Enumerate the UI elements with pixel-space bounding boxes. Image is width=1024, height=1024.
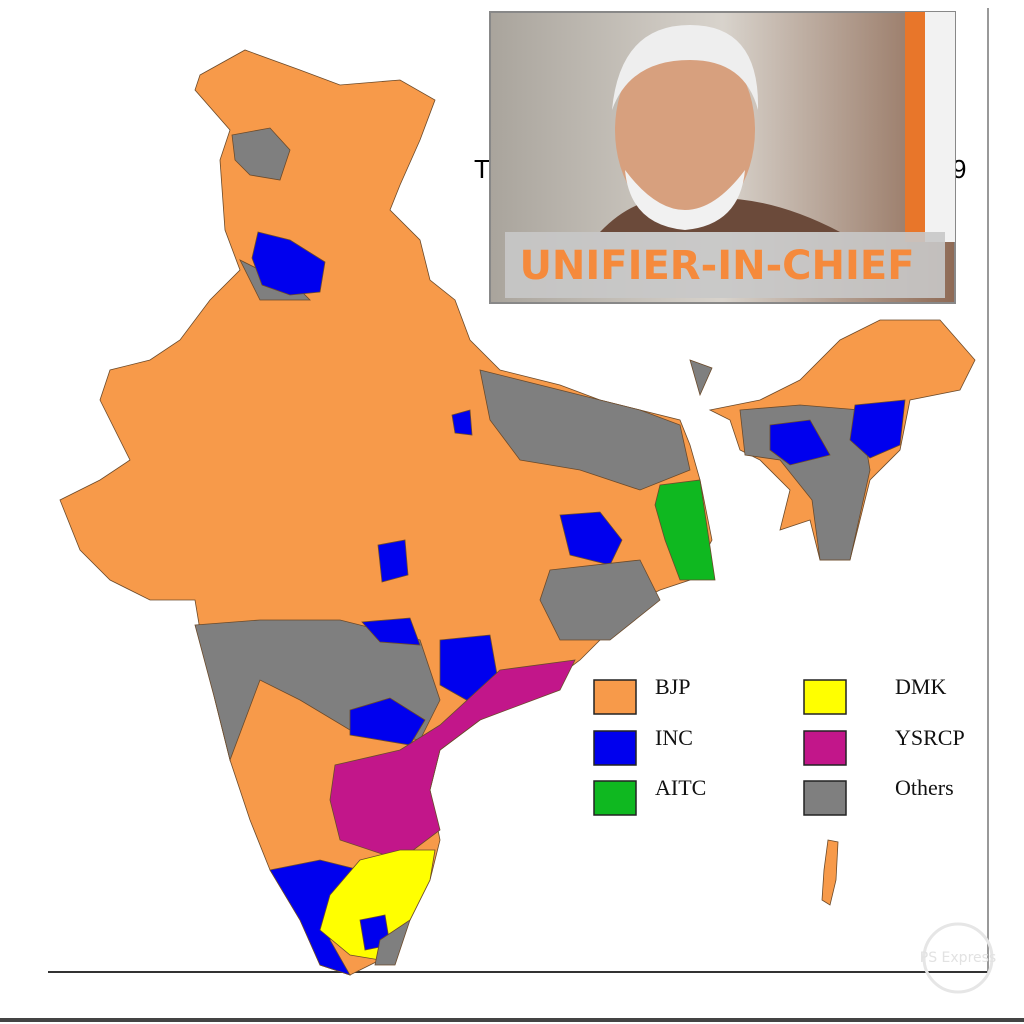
caption-box [505,232,945,298]
region [374,919,411,966]
region [377,539,409,583]
legend-swatch [593,679,637,715]
flag-stripe [925,12,955,242]
islands [821,839,839,906]
legend-swatch [593,730,637,766]
region [479,369,691,491]
caption: UNIFIER-IN-CHIEF [519,243,914,289]
region [689,359,713,397]
region [231,127,291,181]
legend-swatch [803,780,847,816]
legend-label: Others [895,775,954,800]
inset-photo: UNIFIER-IN-CHIEF [489,11,956,304]
region [329,659,576,861]
region [349,697,426,746]
legend: BJP INC AITC DMK YSRCP Others [593,674,965,816]
legend-swatch [803,730,847,766]
title-fragment: T [474,154,490,184]
region [769,419,831,466]
beard [625,170,745,230]
legend-swatch [803,679,847,715]
legend-label: BJP [655,674,690,699]
legend-label: DMK [895,674,946,699]
region [451,409,473,436]
watermark: PS Express [920,950,996,966]
region [559,511,623,566]
region [539,559,661,641]
region [251,231,326,296]
flag-stripe [905,12,925,242]
region [361,617,421,646]
region [849,399,906,459]
legend-label: YSRCP [895,725,965,750]
india-map [59,49,976,976]
legend-label: INC [655,725,693,750]
legend-swatch [593,780,637,816]
hair [612,25,759,110]
face [615,35,755,225]
legend-label: AITC [655,775,706,800]
watermark-logo [922,922,994,994]
region [654,479,716,581]
